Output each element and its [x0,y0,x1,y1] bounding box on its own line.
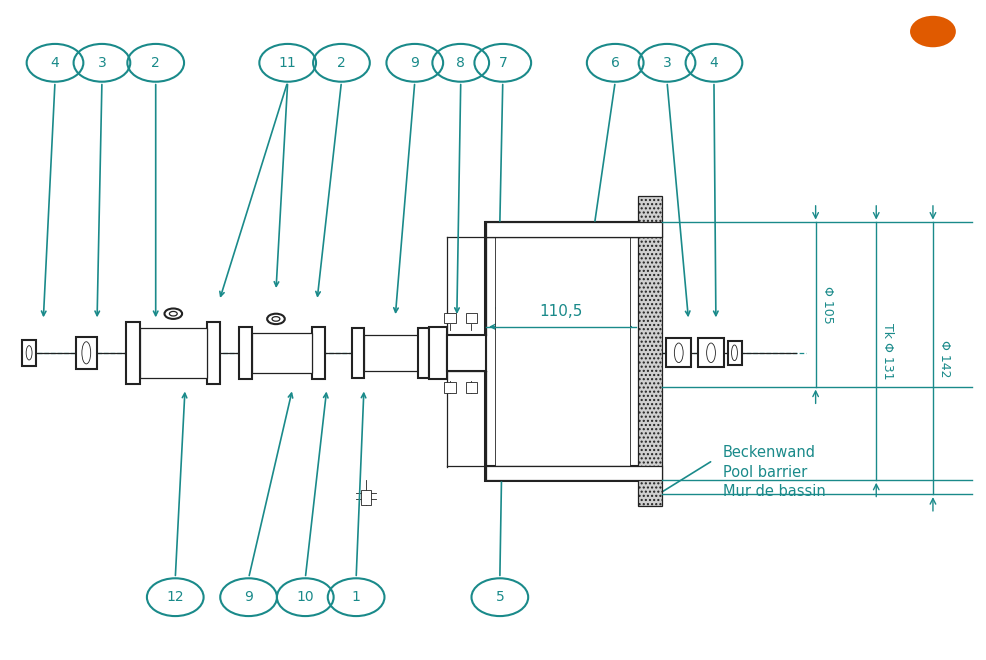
Bar [667,339,691,367]
Ellipse shape [27,346,32,360]
Bar [361,490,371,505]
Bar [486,465,663,480]
Text: 5: 5 [496,590,504,604]
Ellipse shape [732,345,738,360]
Bar [126,321,140,384]
Text: 3: 3 [663,56,671,70]
Bar [485,222,640,236]
Text: 2: 2 [151,56,160,70]
Text: 7: 7 [498,56,507,70]
Bar [485,222,640,237]
Text: 110,5: 110,5 [539,304,583,319]
Bar [516,225,526,234]
Ellipse shape [165,308,182,319]
Bar [22,340,36,366]
Bar [485,465,640,480]
Text: 2: 2 [337,56,346,70]
Text: 12: 12 [167,590,184,604]
Bar [540,225,550,234]
Bar [465,382,477,393]
Text: 10: 10 [297,590,315,604]
Text: 9: 9 [410,56,419,70]
Bar [540,468,550,477]
Bar [444,313,456,323]
Bar [638,197,663,506]
Bar [364,335,418,371]
Ellipse shape [674,343,683,362]
Bar [603,468,613,477]
Bar [418,328,430,378]
Text: 6: 6 [610,56,619,70]
Text: 4: 4 [50,56,59,70]
Bar [584,225,594,234]
Text: Tk Φ 131: Tk Φ 131 [881,323,894,380]
Ellipse shape [82,342,91,364]
Bar [140,328,206,378]
Bar [444,382,456,393]
Text: 11: 11 [279,56,297,70]
Bar [516,468,526,477]
Bar [430,327,447,379]
Bar [206,321,220,384]
Bar [495,229,630,473]
Circle shape [911,17,954,46]
Bar [239,327,251,379]
Ellipse shape [170,312,177,316]
Bar [559,225,569,234]
Bar [485,222,640,480]
Text: Mur de bassin: Mur de bassin [723,484,825,500]
Text: 8: 8 [457,56,465,70]
Bar [465,313,477,323]
Bar [251,333,313,373]
Bar [623,225,633,234]
Ellipse shape [707,343,716,362]
Bar [698,339,724,367]
Bar [76,337,97,369]
Bar [728,341,742,364]
Text: 9: 9 [245,590,253,604]
Ellipse shape [267,314,285,324]
Text: Φ 105: Φ 105 [820,286,833,323]
Bar [623,468,633,477]
Text: Pool barrier: Pool barrier [723,465,807,480]
Bar [603,225,613,234]
Ellipse shape [272,317,280,321]
Bar [486,222,663,237]
Text: 4: 4 [710,56,719,70]
Text: Φ 142: Φ 142 [938,340,951,377]
Text: 3: 3 [98,56,106,70]
Bar [313,327,324,379]
Text: Beckenwand: Beckenwand [723,446,815,460]
Bar [584,468,594,477]
Bar [496,225,506,234]
Bar [352,328,364,378]
Bar [559,468,569,477]
Bar [447,335,486,371]
Text: 1: 1 [352,590,361,604]
Bar [496,468,506,477]
Bar [485,467,640,480]
